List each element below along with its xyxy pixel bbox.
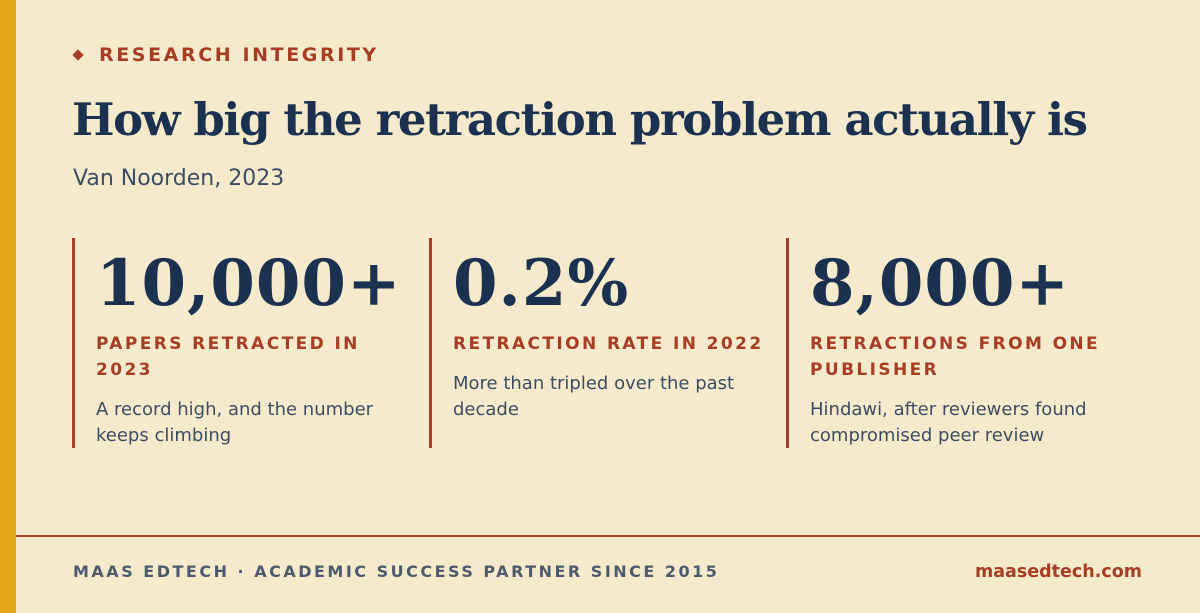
stat-value: 10,000+ [96,246,402,321]
stat-label: RETRACTION RATE IN 2022 [453,334,764,354]
accent-bar [0,0,16,613]
stat-description: More than tripled over the past decade [453,373,735,420]
stat-card-retraction-rate: 0.2% RETRACTION RATE IN 2022 More than t… [429,238,774,448]
stat-value: 8,000+ [810,246,1071,321]
footer-divider [16,535,1200,537]
stat-label: RETRACTIONS FROM ONE PUBLISHER [810,334,1101,380]
stat-label: PAPERS RETRACTED IN 2023 [96,334,360,380]
eyebrow-label: RESEARCH INTEGRITY [99,44,379,66]
page-title: How big the retraction problem actually … [72,93,1088,146]
diamond-bullet-icon [72,49,84,61]
footer-website-link[interactable]: maasedtech.com [974,562,1142,582]
stat-description: Hindawi, after reviewers found compromis… [810,399,1087,446]
stat-description: A record high, and the number keeps clim… [96,399,374,446]
stat-card-publisher-retractions: 8,000+ RETRACTIONS FROM ONE PUBLISHER Hi… [786,238,1131,448]
footer-tagline: MAAS EDTECH · ACADEMIC SUCCESS PARTNER S… [73,562,720,581]
stat-value: 0.2% [453,246,630,321]
source-citation: Van Noorden, 2023 [73,166,285,191]
stat-card-papers-retracted: 10,000+ PAPERS RETRACTED IN 2023 A recor… [72,238,402,448]
eyebrow: RESEARCH INTEGRITY [72,44,379,66]
